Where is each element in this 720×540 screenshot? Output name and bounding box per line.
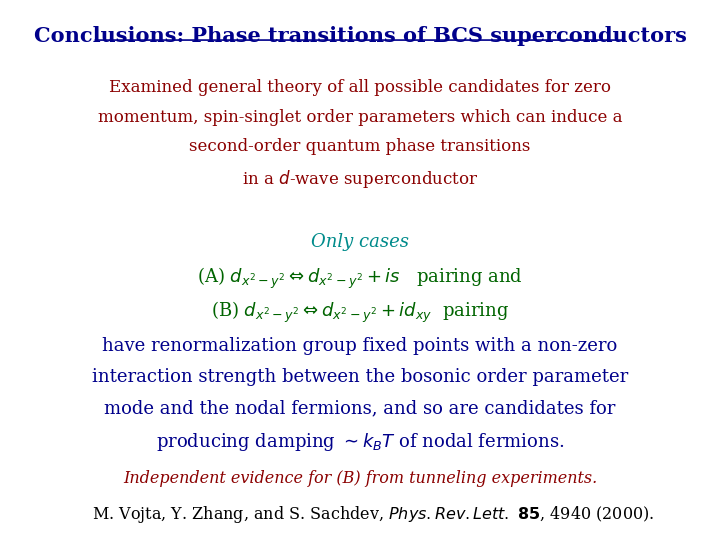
Text: Only cases: Only cases	[311, 233, 409, 252]
Text: mode and the nodal fermions, and so are candidates for: mode and the nodal fermions, and so are …	[104, 400, 616, 417]
Text: have renormalization group fixed points with a non-zero: have renormalization group fixed points …	[102, 337, 618, 355]
Text: producing damping $\sim k_BT$ of nodal fermions.: producing damping $\sim k_BT$ of nodal f…	[156, 430, 564, 453]
Text: second-order quantum phase transitions: second-order quantum phase transitions	[189, 138, 531, 156]
Text: Examined general theory of all possible candidates for zero: Examined general theory of all possible …	[109, 79, 611, 96]
Text: interaction strength between the bosonic order parameter: interaction strength between the bosonic…	[92, 368, 628, 386]
Text: Independent evidence for (B) from tunneling experiments.: Independent evidence for (B) from tunnel…	[123, 470, 597, 487]
Text: Conclusions: Phase transitions of BCS superconductors: Conclusions: Phase transitions of BCS su…	[34, 25, 686, 45]
Text: (B) $d_{x^2-y^2} \Leftrightarrow d_{x^2-y^2} + id_{xy}$  pairing: (B) $d_{x^2-y^2} \Leftrightarrow d_{x^2-…	[211, 300, 509, 325]
Text: momentum, spin-singlet order parameters which can induce a: momentum, spin-singlet order parameters …	[98, 109, 622, 126]
Text: M. Vojta, Y. Zhang, and S. Sachdev, $\it{Phys. Rev. Lett.}$ $\bf{85}$, 4940 (200: M. Vojta, Y. Zhang, and S. Sachdev, $\it…	[92, 504, 654, 525]
Text: (A) $d_{x^2-y^2} \Leftrightarrow d_{x^2-y^2} + is$   pairing and: (A) $d_{x^2-y^2} \Leftrightarrow d_{x^2-…	[197, 266, 523, 291]
Text: in a $\it{d}$-wave superconductor: in a $\it{d}$-wave superconductor	[242, 168, 478, 190]
